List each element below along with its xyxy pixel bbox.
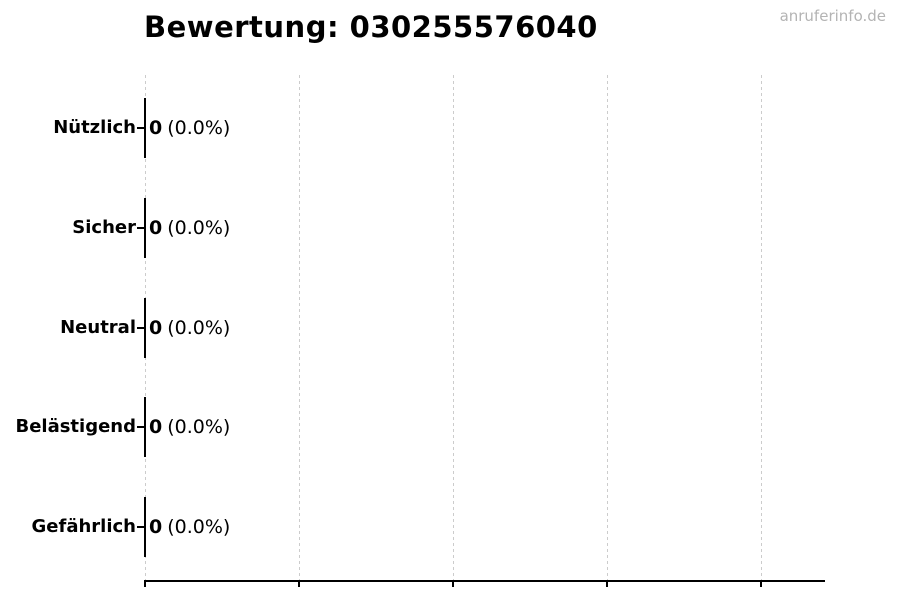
value-count: 0 [149,416,163,438]
bar-neutral [144,298,146,358]
category-label: Sicher [72,217,136,238]
gridline [761,75,762,580]
value-percent: (0.0%) [167,516,231,538]
y-axis-tick [137,526,145,528]
y-axis-tick [137,127,145,129]
gridline [299,75,300,580]
category-row: Nützlich 0 (0.0%) [0,115,900,141]
gridline [453,75,454,580]
watermark: anruferinfo.de [779,7,886,25]
value-count: 0 [149,217,163,239]
x-axis-tick [606,580,608,587]
value-percent: (0.0%) [167,217,231,239]
value-percent: (0.0%) [167,416,231,438]
value-count: 0 [149,516,163,538]
plot-area [137,75,825,587]
y-axis-tick [137,426,145,428]
value-label: 0 (0.0%) [149,514,230,540]
bar-gefaehrlich [144,497,146,557]
value-label: 0 (0.0%) [149,414,230,440]
x-axis-tick [298,580,300,587]
category-label: Belästigend [15,416,136,437]
category-label: Neutral [60,317,136,338]
value-count: 0 [149,117,163,139]
x-axis-tick [452,580,454,587]
bar-belaestigend [144,397,146,457]
value-count: 0 [149,317,163,339]
y-axis-tick [137,327,145,329]
category-row: Sicher 0 (0.0%) [0,215,900,241]
x-axis-tick [760,580,762,587]
chart-title: Bewertung: 030255576040 [144,10,598,44]
y-axis-tick [137,227,145,229]
value-percent: (0.0%) [167,117,231,139]
value-label: 0 (0.0%) [149,115,230,141]
category-label: Nützlich [53,117,136,138]
x-axis-tick [144,580,146,587]
category-row: Neutral 0 (0.0%) [0,315,900,341]
category-row: Gefährlich 0 (0.0%) [0,514,900,540]
bar-nuetzlich [144,98,146,158]
gridline [607,75,608,580]
value-label: 0 (0.0%) [149,315,230,341]
bar-sicher [144,198,146,258]
category-row: Belästigend 0 (0.0%) [0,414,900,440]
category-label: Gefährlich [31,516,136,537]
value-percent: (0.0%) [167,317,231,339]
value-label: 0 (0.0%) [149,215,230,241]
